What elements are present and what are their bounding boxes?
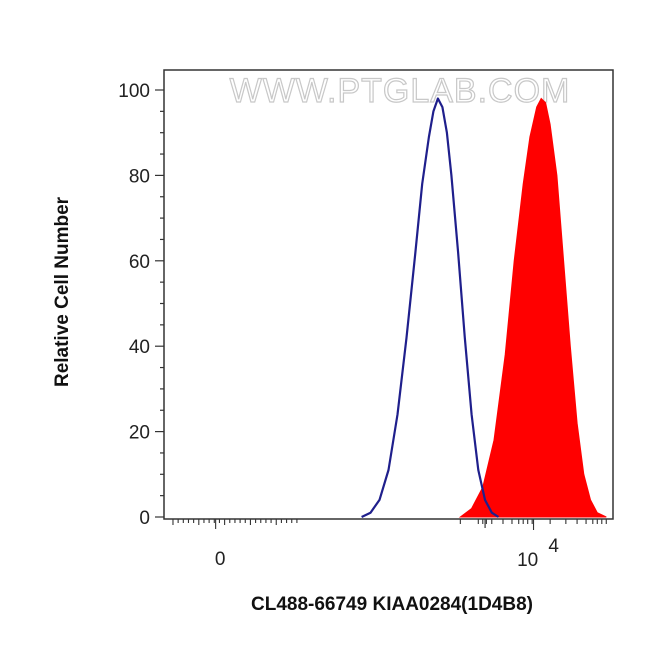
histogram-outline-series — [361, 97, 500, 518]
y-axis-title: Relative Cell Number — [52, 196, 73, 387]
y-tick-label: 60 — [129, 252, 150, 273]
y-tick-label: 40 — [129, 337, 150, 358]
y-tick-label: 20 — [129, 423, 150, 444]
x-tick-label-decade: 10 — [517, 550, 538, 571]
histogram-filled-series — [458, 97, 607, 518]
watermark-text: WWW.PTGLAB.COM — [230, 72, 571, 110]
y-tick-label: 100 — [118, 81, 150, 102]
x-tick-label-exponent: 4 — [548, 536, 559, 557]
x-tick-label-zero: 0 — [215, 549, 226, 570]
x-axis-title: CL488-66749 KIAA0284(1D4B8) — [251, 594, 533, 615]
y-tick-label: 80 — [129, 166, 150, 187]
y-tick-label: 0 — [139, 508, 150, 529]
